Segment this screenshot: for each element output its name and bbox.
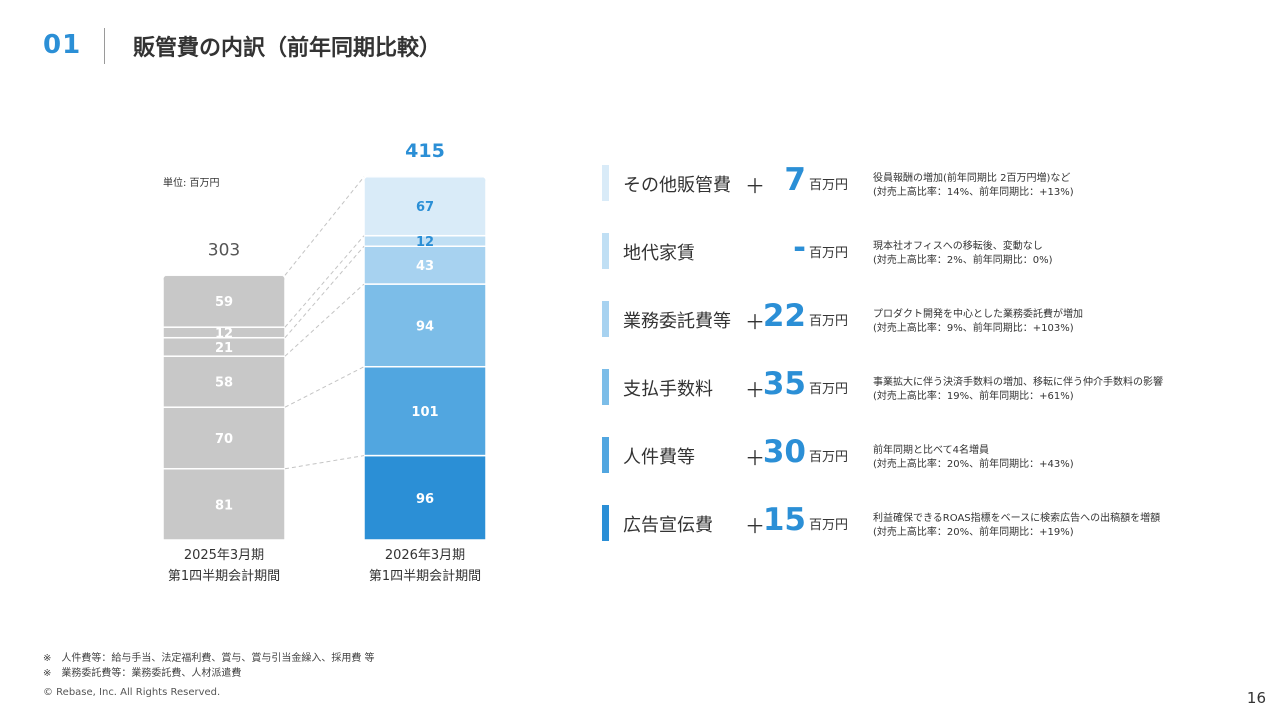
bar-group-1 [364,176,486,541]
segment-label: 67 [416,200,434,215]
value-unit: 百万円 [809,450,849,465]
title-divider [104,28,105,64]
ratio-line: (対売上高比率：9%、前年同期比：+103%) [873,323,1074,334]
segment-label: 101 [411,405,438,420]
bar-segment [364,454,486,541]
total-label: 415 [405,140,445,162]
ratio-line: (対売上高比率：14%、前年同期比：+13%) [873,187,1074,198]
value-unit: 百万円 [809,518,849,533]
change-sign: ＋ [745,446,765,470]
category-name: 人件費等 [623,447,695,468]
ratio-line: (対売上高比率：20%、前年同期比：+43%) [873,459,1074,470]
category-name: 広告宣伝費 [623,515,713,536]
change-value: 30 [762,434,806,470]
color-marker [602,369,609,405]
page-number: 16 [1246,689,1266,707]
change-sign: ＋ [745,514,765,538]
color-marker [602,301,609,337]
segment-label: 58 [215,376,233,391]
category-label: 第1四半期会計期間 [369,568,481,584]
description-line: 前年同期と比べて4名増員 [873,445,989,456]
unit-label: 単位: 百万円 [163,178,220,189]
color-marker [602,233,609,269]
change-sign: ＋ [745,174,765,198]
connector-line [284,235,365,328]
footnote-2: ※ 業務委託費等：業務委託費、人材派遣費 [43,668,242,679]
section-number: 01 [43,30,82,60]
change-sign: ＋ [745,310,765,334]
ratio-line: (対売上高比率：19%、前年同期比：+61%) [873,391,1074,402]
bar-segment [364,176,486,237]
category-label: 第1四半期会計期間 [168,568,280,584]
description-line: 利益確保できるROAS指標をベースに検索広告への出稿額を増額 [873,513,1161,524]
color-marker [602,165,609,201]
category-label: 2026年3月期 [385,548,465,563]
value-unit: 百万円 [809,178,849,193]
description-line: 現本社オフィスへの移転後、変動なし [873,241,1043,252]
page-title: 販管費の内訳（前年同期比較） [133,36,442,61]
change-value: 7 [784,162,806,198]
ratio-line: (対売上高比率：20%、前年同期比：+19%) [873,527,1074,538]
color-marker [602,437,609,473]
bar-segment [364,245,486,285]
change-value: 22 [762,298,806,334]
bar-group-0 [163,275,285,541]
category-name: 地代家賃 [623,243,695,264]
breakdown-row: 支払手数料 ＋ 35 百万円 事業拡大に伴う決済手数料の増加、移転に伴う仲介手数料の影響… [602,366,1202,405]
breakdown-row: 人件費等 ＋ 30 百万円 前年同期と比べて4名増員 (対売上高比率：20%、前年同期比：… [602,434,1202,473]
category-name: 支払手数料 [623,379,713,400]
bar-segment [163,355,285,408]
segment-label: 70 [215,432,233,447]
connector-line [284,455,365,470]
connector-line [284,245,365,339]
category-name: その他販管費 [623,175,731,196]
bar-segment [163,275,285,328]
value-unit: 百万円 [809,382,849,397]
segment-label: 96 [416,492,434,507]
value-unit: 百万円 [809,314,849,329]
connector-line [284,283,365,357]
value-unit: 百万円 [809,246,849,261]
bar-segment [364,365,486,457]
category-label: 2025年3月期 [184,548,264,563]
footnotes: ※ 人件費等：給与手当、法定福利費、賞与、賞与引当金繰入、採用費 等 ※ 業務委… [43,651,375,681]
connector-line [284,366,365,408]
color-marker [602,505,609,541]
segment-label: 43 [416,259,434,274]
change-value: 35 [762,366,806,402]
change-value: 15 [762,502,806,538]
segment-label: 59 [215,295,233,310]
breakdown-row: 広告宣伝費 ＋ 15 百万円 利益確保できるROAS指標をベースに検索広告への出稿額を増… [602,502,1202,541]
segment-label: 21 [215,341,233,356]
breakdown-row: 業務委託費等 ＋ 22 百万円 プロダクト開発を中心とした業務委託費が増加 (対売上高比率… [602,298,1202,337]
ratio-line: (対売上高比率：2%、前年同期比：0%) [873,255,1053,266]
change-value: - [793,230,806,266]
change-sign: ＋ [745,378,765,402]
breakdown-row: 地代家賃 - 百万円 現本社オフィスへの移転後、変動なし (対売上高比率：2%、前年同期… [602,230,1202,269]
description-line: プロダクト開発を中心とした業務委託費が増加 [873,309,1083,320]
category-name: 業務委託費等 [623,311,731,332]
segment-label: 12 [416,235,434,250]
segment-label: 81 [215,498,233,513]
segment-label: 94 [416,319,434,334]
stacked-bar-chart: 8170582112593032025年3月期第1四半期会計期間96101944… [163,140,486,584]
description-line: 事業拡大に伴う決済手数料の増加、移転に伴う仲介手数料の影響 [873,377,1163,388]
breakdown-row: その他販管費 ＋ 7 百万円 役員報酬の増加(前年同期比 2百万円増)など (対売上高比率… [602,162,1202,201]
description-line: 役員報酬の増加(前年同期比 2百万円増)など [873,173,1071,184]
segment-label: 12 [215,326,233,341]
total-label: 303 [208,240,240,260]
footnote-1: ※ 人件費等：給与手当、法定福利費、賞与、賞与引当金繰入、採用費 等 [43,653,375,664]
copyright: © Rebase, Inc. All Rights Reserved. [43,687,221,698]
connector-line [284,176,365,276]
